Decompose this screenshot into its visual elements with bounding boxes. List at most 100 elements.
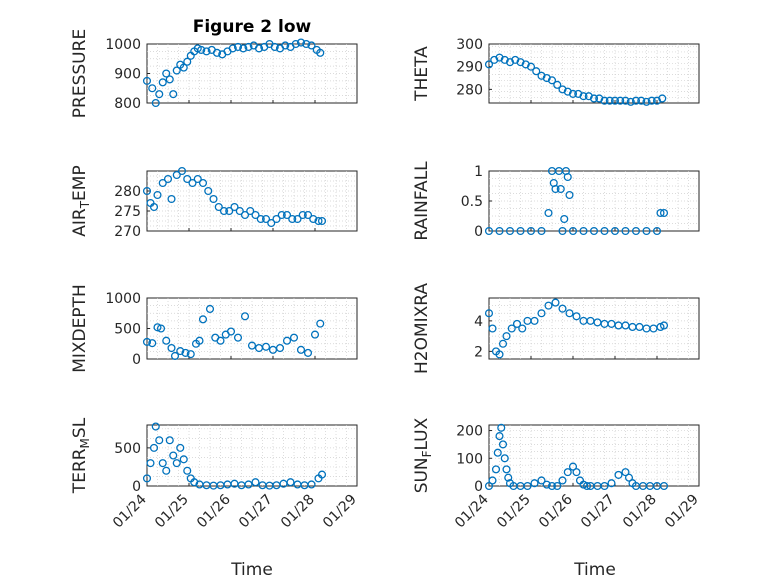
y-tick-label: 2: [474, 344, 483, 360]
data-point: [286, 478, 295, 487]
data-point: [272, 214, 281, 224]
data-point: [162, 336, 171, 345]
data-point: [170, 351, 180, 361]
y-tick-label: 275: [114, 204, 141, 220]
subplot-sun-flux: 0 100 200 01/24 01/25 01/26 01/27 01/28 01/29 SUN…: [412, 417, 702, 531]
data-point: [610, 96, 620, 105]
data-point: [582, 481, 592, 491]
data-point: [148, 339, 157, 348]
data-point: [142, 76, 152, 85]
data-point: [153, 190, 162, 200]
data-point: [183, 174, 192, 184]
data-point: [251, 210, 260, 220]
data-point: [282, 336, 292, 345]
data-point: [495, 432, 504, 441]
data-point: [537, 476, 546, 485]
data-point: [652, 226, 662, 236]
data-point: [563, 468, 572, 477]
data-point: [558, 226, 567, 236]
data-point: [296, 38, 306, 47]
data-point: [547, 76, 557, 85]
data-point: [303, 348, 313, 357]
data-point: [162, 466, 171, 475]
y-axis-label: MIXDEPTH: [70, 284, 90, 373]
data-point: [155, 436, 164, 445]
data-point: [158, 178, 167, 188]
data-point: [544, 208, 553, 218]
data-point: [165, 436, 174, 445]
data-point: [251, 478, 260, 487]
data-point: [507, 324, 516, 333]
data-point: [553, 80, 562, 89]
data-point: [156, 324, 166, 333]
data-point: [488, 476, 497, 485]
data-point: [605, 96, 614, 105]
data-point: [310, 330, 320, 339]
data-point: [579, 92, 588, 101]
data-point: [512, 319, 522, 328]
y-axis-label: H2OMIXRA: [412, 283, 432, 374]
y-tick-label: 280: [456, 82, 483, 98]
data-point: [659, 481, 669, 491]
data-point: [631, 96, 641, 105]
data-point: [176, 347, 185, 356]
data-point: [226, 327, 236, 336]
data-point: [600, 96, 609, 105]
data-point: [244, 480, 253, 489]
data-point: [307, 480, 316, 489]
data-point: [505, 226, 515, 236]
data-point: [179, 63, 188, 72]
subplot-h2omixra: 2 4 H2OMIXRA: [412, 283, 700, 374]
data-point: [216, 336, 225, 345]
data-point: [484, 226, 494, 236]
data-point: [256, 214, 265, 224]
data-point: [484, 60, 494, 69]
data-point: [209, 194, 218, 204]
data-point: [225, 206, 234, 216]
data-point: [149, 202, 159, 212]
data-point: [198, 315, 208, 324]
subplot-pressure: 800 900 1000 PRESSURE: [70, 29, 358, 118]
data-point: [181, 348, 190, 357]
data-point: [142, 474, 152, 483]
y-tick-label: 1000: [105, 291, 141, 307]
data-point: [498, 339, 508, 348]
y-tick-label: 0: [132, 479, 141, 495]
y-axis-label: RAINFALL: [412, 161, 432, 241]
data-point: [565, 190, 574, 200]
data-point: [275, 343, 285, 353]
data-point: [558, 304, 567, 313]
data-point: [289, 333, 299, 342]
data-point: [158, 78, 167, 87]
data-point: [516, 226, 525, 236]
data-point: [179, 455, 188, 464]
data-point: [142, 337, 152, 346]
data-point: [537, 309, 546, 318]
data-point: [183, 466, 192, 475]
data-point: [621, 468, 630, 477]
x-tick-label: 01/27: [236, 492, 276, 532]
y-axis-label: AIRTEMP: [70, 165, 92, 236]
data-point: [502, 332, 511, 341]
data-point: [526, 226, 536, 236]
data-point: [296, 345, 306, 354]
x-axis-label-right: Time: [573, 560, 616, 580]
x-tick-label: 01/29: [320, 492, 360, 532]
data-point: [186, 350, 195, 359]
data-point: [267, 218, 276, 228]
data-point: [317, 216, 327, 226]
data-point: [303, 210, 313, 220]
data-point: [197, 45, 206, 54]
data-point: [626, 97, 635, 106]
data-point: [488, 324, 497, 333]
data-point: [302, 39, 311, 49]
data-point: [169, 451, 178, 460]
x-tick-label: 01/26: [536, 491, 576, 531]
subplot-mixdepth: 0 500 1000 MIXDEPTH: [70, 284, 358, 373]
y-tick-label: 270: [114, 224, 141, 240]
data-point: [532, 67, 541, 76]
y-tick-label: 500: [114, 322, 141, 338]
data-point: [500, 454, 509, 463]
x-tick-label: 01/24: [110, 491, 150, 531]
data-point: [642, 97, 651, 106]
